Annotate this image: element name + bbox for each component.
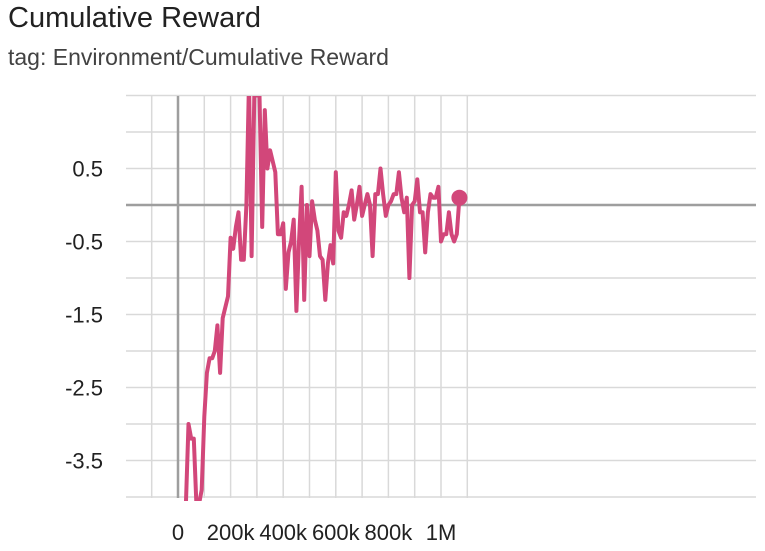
y-tick-label: -2.5 bbox=[65, 376, 103, 401]
y-tick-label: -3.5 bbox=[65, 449, 103, 474]
grid-lines bbox=[126, 94, 756, 498]
x-tick-label: 200k bbox=[207, 520, 256, 545]
y-tick-label: -0.5 bbox=[65, 230, 103, 255]
series-group bbox=[184, 96, 462, 501]
x-tick-labels: 0 200k 400k 600k 800k 1M bbox=[172, 520, 456, 545]
chart-subtitle: tag: Environment/Cumulative Reward bbox=[8, 44, 389, 70]
y-tick-label: 0.5 bbox=[72, 157, 103, 182]
x-tick-label: 0 bbox=[172, 520, 184, 545]
y-tick-labels: 0.5 -0.5 -1.5 -2.5 -3.5 bbox=[65, 157, 103, 474]
x-tick-label: 1M bbox=[426, 520, 457, 545]
x-tick-label: 800k bbox=[365, 520, 414, 545]
chart-title: Cumulative Reward bbox=[8, 2, 262, 34]
series-line bbox=[184, 96, 462, 501]
x-tick-label: 600k bbox=[312, 520, 361, 545]
x-tick-label: 400k bbox=[259, 520, 308, 545]
y-tick-label: -1.5 bbox=[65, 303, 103, 328]
series-end-point bbox=[451, 189, 468, 206]
end-marker-group bbox=[451, 189, 468, 206]
